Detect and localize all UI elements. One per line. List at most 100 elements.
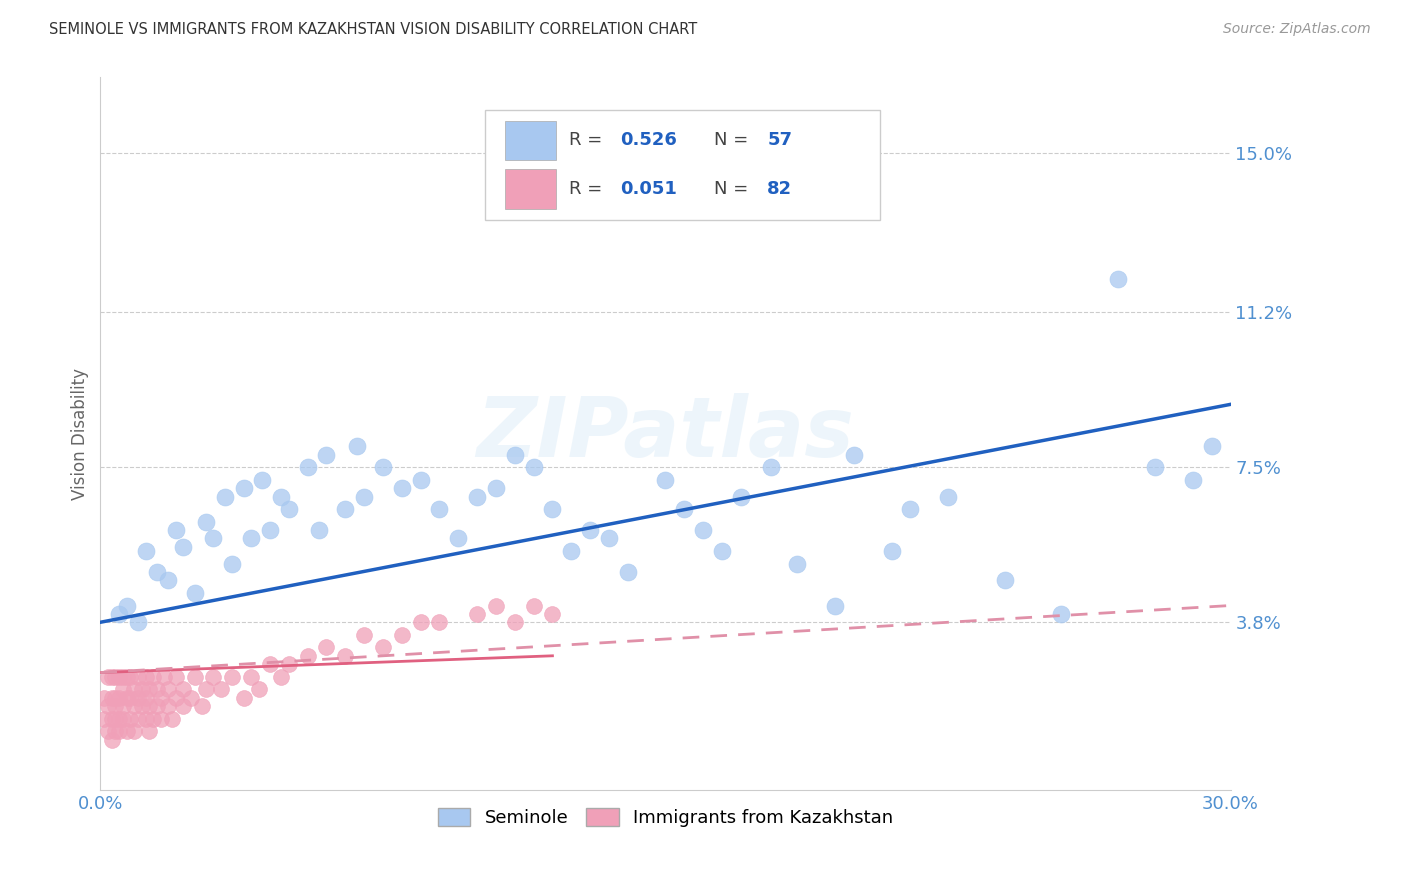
Point <box>100 690 122 705</box>
Point <box>127 670 149 684</box>
Text: Source: ZipAtlas.com: Source: ZipAtlas.com <box>1223 22 1371 37</box>
Text: 57: 57 <box>768 131 792 150</box>
Point <box>115 670 138 684</box>
Point <box>598 532 620 546</box>
Point <box>759 460 782 475</box>
Point <box>654 473 676 487</box>
Point <box>104 699 127 714</box>
Point <box>898 502 921 516</box>
Point <box>108 724 131 739</box>
Point <box>786 557 808 571</box>
Point <box>485 599 508 613</box>
Point <box>465 607 488 621</box>
Point <box>131 699 153 714</box>
Point <box>111 670 134 684</box>
Point <box>711 544 734 558</box>
Point <box>485 481 508 495</box>
Point <box>824 599 846 613</box>
Point <box>108 607 131 621</box>
Point <box>97 670 120 684</box>
Point <box>172 682 194 697</box>
Text: 0.051: 0.051 <box>620 180 678 198</box>
Point <box>111 682 134 697</box>
Point <box>692 523 714 537</box>
Point <box>277 657 299 672</box>
Text: 82: 82 <box>768 180 793 198</box>
Point <box>277 502 299 516</box>
Point <box>194 682 217 697</box>
Point <box>259 523 281 537</box>
Point <box>127 690 149 705</box>
Point <box>111 712 134 726</box>
Point <box>93 690 115 705</box>
Point <box>165 523 187 537</box>
FancyBboxPatch shape <box>505 169 555 209</box>
Point <box>221 670 243 684</box>
Point <box>1201 439 1223 453</box>
Point <box>180 690 202 705</box>
Point <box>353 628 375 642</box>
Point <box>503 615 526 630</box>
Point <box>115 690 138 705</box>
Point <box>104 712 127 726</box>
Point <box>127 712 149 726</box>
Point <box>127 615 149 630</box>
Point <box>409 473 432 487</box>
Point <box>1144 460 1167 475</box>
Point <box>880 544 903 558</box>
Point <box>1107 271 1129 285</box>
Point <box>232 481 254 495</box>
Point <box>191 699 214 714</box>
Point <box>936 490 959 504</box>
Point <box>315 640 337 655</box>
Point <box>165 670 187 684</box>
Point <box>240 670 263 684</box>
Point <box>122 699 145 714</box>
Point <box>673 502 696 516</box>
Point <box>579 523 602 537</box>
Point <box>104 690 127 705</box>
Point <box>221 557 243 571</box>
Point <box>270 670 292 684</box>
Point <box>97 724 120 739</box>
Point <box>135 690 157 705</box>
Point <box>149 712 172 726</box>
Point <box>135 544 157 558</box>
Text: R =: R = <box>569 180 609 198</box>
Legend: Seminole, Immigrants from Kazakhstan: Seminole, Immigrants from Kazakhstan <box>430 800 901 834</box>
Point <box>447 532 470 546</box>
Point <box>240 532 263 546</box>
Point <box>120 712 142 726</box>
Point <box>371 640 394 655</box>
Point <box>730 490 752 504</box>
Point <box>523 460 546 475</box>
Point <box>135 712 157 726</box>
Point <box>183 586 205 600</box>
Point <box>315 448 337 462</box>
Point <box>252 473 274 487</box>
Point <box>157 699 180 714</box>
Point <box>259 657 281 672</box>
Text: 0.526: 0.526 <box>620 131 678 150</box>
Point <box>104 670 127 684</box>
Text: R =: R = <box>569 131 609 150</box>
Text: SEMINOLE VS IMMIGRANTS FROM KAZAKHSTAN VISION DISABILITY CORRELATION CHART: SEMINOLE VS IMMIGRANTS FROM KAZAKHSTAN V… <box>49 22 697 37</box>
Point <box>149 690 172 705</box>
Point <box>247 682 270 697</box>
Point <box>100 670 122 684</box>
Point <box>202 670 225 684</box>
Point <box>335 648 357 663</box>
Point <box>297 460 319 475</box>
Point <box>100 712 122 726</box>
Point <box>232 690 254 705</box>
Point <box>371 460 394 475</box>
Point <box>157 682 180 697</box>
FancyBboxPatch shape <box>485 110 880 220</box>
Point <box>270 490 292 504</box>
Point <box>131 682 153 697</box>
Point <box>160 712 183 726</box>
Point <box>194 515 217 529</box>
Point <box>993 574 1015 588</box>
Point <box>172 540 194 554</box>
Point <box>138 724 160 739</box>
